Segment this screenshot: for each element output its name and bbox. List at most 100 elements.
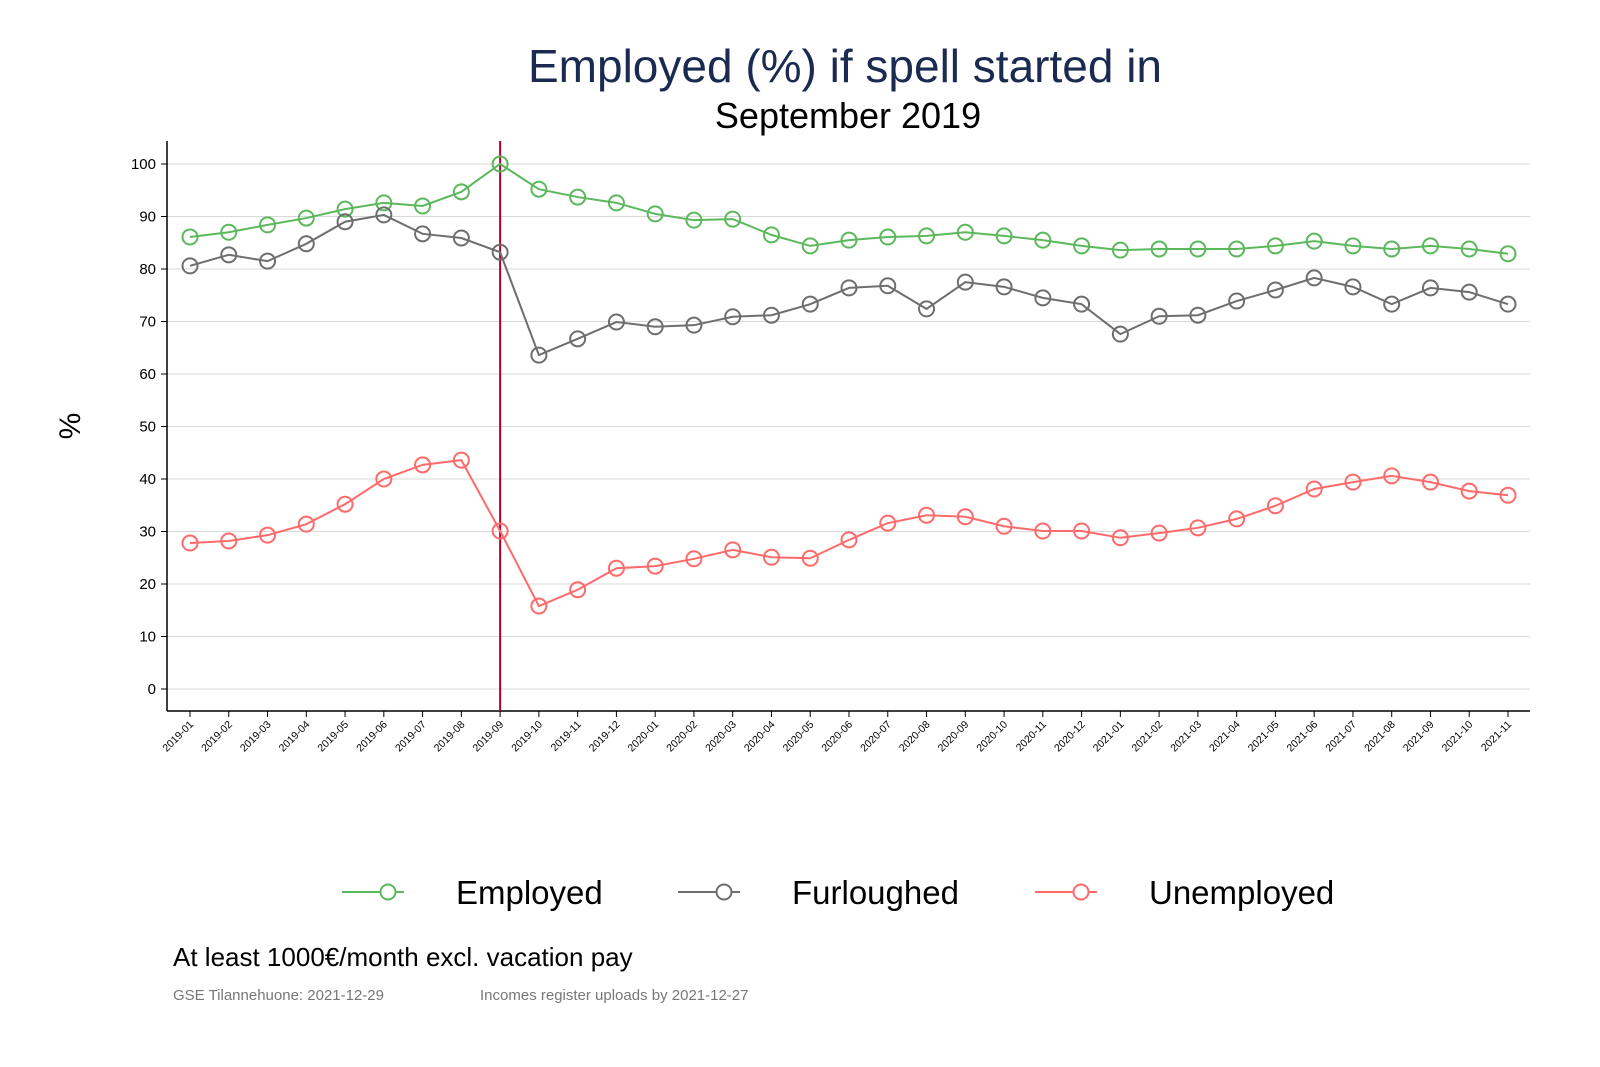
data-point [1034, 289, 1052, 307]
x-tick-label: 2021-04 [1207, 719, 1243, 755]
data-point [646, 557, 664, 575]
data-point [491, 522, 509, 540]
y-tick-label: 50 [139, 419, 156, 436]
data-point [762, 226, 780, 244]
data-point [840, 231, 858, 249]
data-point [1073, 295, 1091, 313]
legend-label: Employed [456, 874, 603, 911]
data-point [491, 243, 509, 261]
data-point [375, 470, 393, 488]
data-point [685, 550, 703, 568]
data-point [801, 295, 819, 313]
x-tick-label: 2021-01 [1091, 719, 1127, 755]
data-point [336, 200, 354, 218]
data-point [297, 209, 315, 227]
x-tick-label: 2020-03 [703, 719, 739, 755]
x-tick-label: 2020-07 [858, 719, 894, 755]
legend-item-unemployed: Unemployed [1035, 874, 1334, 911]
data-point [220, 246, 238, 264]
y-tick-label: 90 [139, 209, 156, 226]
series-line [189, 459, 1509, 608]
data-point [607, 194, 625, 212]
y-tick-label: 0 [148, 681, 156, 698]
series-unemployed [181, 451, 1517, 615]
data-point [1189, 306, 1207, 324]
data-point [297, 515, 315, 533]
data-point [1111, 241, 1129, 259]
data-point [724, 308, 742, 326]
x-tick-label: 2020-04 [742, 719, 778, 755]
x-tick-label: 2020-06 [819, 719, 855, 755]
data-point [840, 279, 858, 297]
x-tick-label: 2020-01 [626, 719, 662, 755]
data-point [879, 277, 897, 295]
legend-marker [379, 883, 397, 901]
data-point [840, 531, 858, 549]
data-point [762, 306, 780, 324]
data-point [801, 237, 819, 255]
data-point [646, 318, 664, 336]
data-point [1344, 473, 1362, 491]
data-point [414, 456, 432, 474]
data-point [1266, 237, 1284, 255]
data-point [918, 506, 936, 524]
chart-note: At least 1000€/month excl. vacation pay [173, 942, 633, 972]
legend: Employed Furloughed Unemployed [342, 874, 1334, 911]
data-point [1421, 279, 1439, 297]
data-point [452, 183, 470, 201]
data-point [724, 541, 742, 559]
x-tick-label: 2019-04 [277, 719, 313, 755]
x-tick-label: 2019-12 [587, 719, 623, 755]
data-point [956, 508, 974, 526]
x-tick-label: 2021-07 [1323, 719, 1359, 755]
legend-label: Unemployed [1149, 874, 1334, 911]
data-point [879, 514, 897, 532]
data-point [918, 227, 936, 245]
legend-marker [1072, 883, 1090, 901]
data-point [995, 517, 1013, 535]
data-point [1421, 473, 1439, 491]
data-point [995, 278, 1013, 296]
data-point [1305, 232, 1323, 250]
data-point [956, 273, 974, 291]
legend-label: Furloughed [792, 874, 959, 911]
x-tick-label: 2021-02 [1129, 719, 1165, 755]
y-tick-label: 80 [139, 261, 156, 278]
y-tick-label: 10 [139, 629, 156, 646]
data-point [1460, 240, 1478, 258]
data-point [1189, 519, 1207, 537]
x-tick-label: 2021-10 [1440, 719, 1476, 755]
data-point [336, 213, 354, 231]
data-point [569, 188, 587, 206]
data-point [220, 532, 238, 550]
y-tick-label: 20 [139, 576, 156, 593]
data-point [181, 257, 199, 275]
y-tick-label: 60 [139, 366, 156, 383]
data-point [1499, 486, 1517, 504]
source-left: GSE Tilannehuone: 2021-12-29 [173, 987, 384, 1004]
data-point [220, 223, 238, 241]
data-point [1228, 510, 1246, 528]
data-point [1111, 529, 1129, 547]
data-point [452, 229, 470, 247]
data-point [1344, 278, 1362, 296]
y-tick-label: 70 [139, 314, 156, 331]
data-point [181, 228, 199, 246]
data-point [1305, 269, 1323, 287]
legend-marker [715, 883, 733, 901]
data-point [1228, 240, 1246, 258]
x-tick-label: 2019-01 [160, 719, 196, 755]
x-tick-label: 2020-08 [897, 719, 933, 755]
x-tick-label: 2019-03 [238, 719, 274, 755]
data-point [530, 180, 548, 198]
x-tick-label: 2021-08 [1362, 719, 1398, 755]
data-point [1383, 295, 1401, 313]
data-point [1150, 307, 1168, 325]
data-point [918, 300, 936, 318]
data-point [181, 534, 199, 552]
data-point [569, 330, 587, 348]
y-tick-label: 40 [139, 471, 156, 488]
x-tick-label: 2019-10 [509, 719, 545, 755]
chart-subtitle: September 2019 [715, 95, 981, 136]
